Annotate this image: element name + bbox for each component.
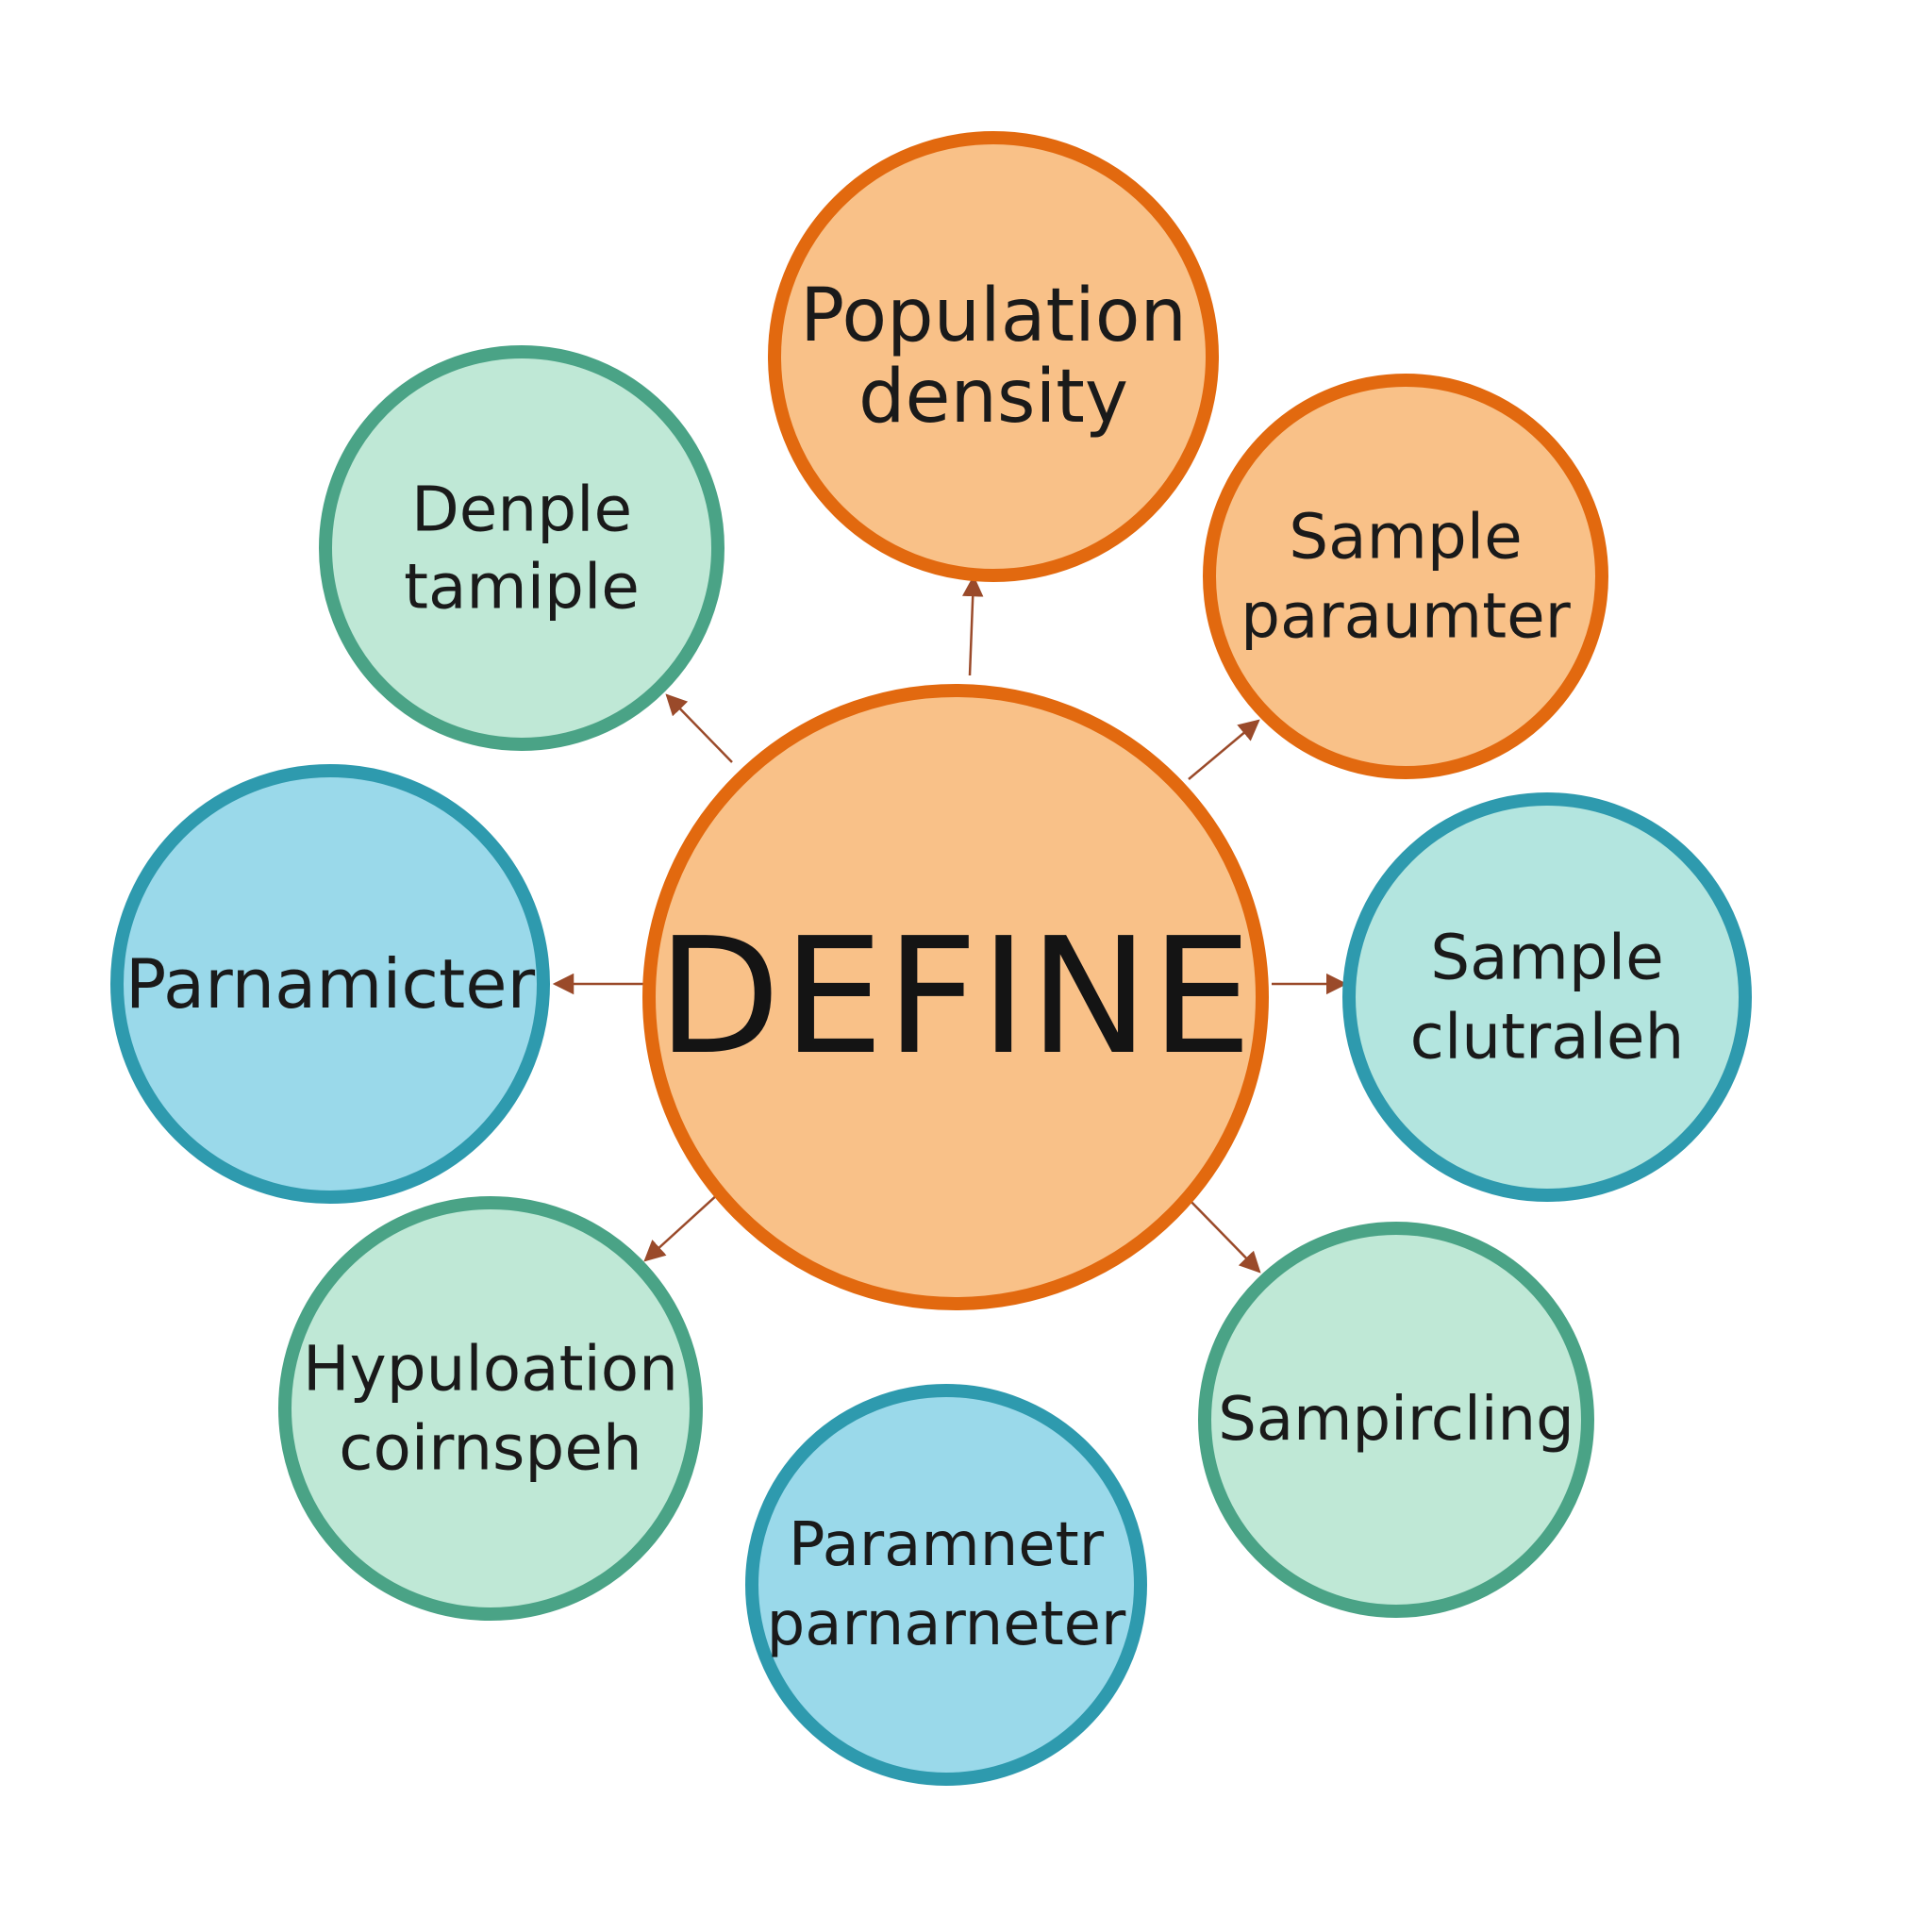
node-circle — [278, 1196, 703, 1621]
node-label-line: paraumter — [1241, 580, 1572, 653]
arrow-to-denple-tamiple — [665, 693, 733, 763]
center-node: DEFINE — [642, 684, 1269, 1310]
center-circle — [642, 684, 1269, 1310]
node-circle — [768, 131, 1219, 582]
node-sampircling: Sampircling — [1198, 1222, 1594, 1618]
center-label: DEFINE — [658, 904, 1255, 1091]
node-label-line: Denple — [411, 474, 632, 546]
node-circle — [1342, 792, 1752, 1202]
node-parnamicter: Parnamicter — [110, 764, 550, 1204]
node-circle — [319, 345, 724, 751]
node-label-line: Sample — [1289, 501, 1522, 574]
node-label-line: Parnamicter — [125, 944, 536, 1024]
node-circle — [745, 1384, 1147, 1786]
node-paramnetr-parnarneter: Paramnetr parnarneter — [745, 1384, 1147, 1786]
node-label-line: Paramnetr — [789, 1510, 1105, 1580]
node-label-line: Population — [800, 274, 1187, 358]
node-label-line: coirnspeh — [339, 1412, 642, 1485]
arrow-to-sample-paraumter — [1188, 719, 1260, 780]
arrow-to-hypuloation-coirnspeh — [643, 1192, 720, 1262]
node-label-line: Sample — [1430, 922, 1663, 994]
node-label-line: Sampircling — [1218, 1385, 1574, 1455]
node-circle — [1203, 374, 1608, 779]
node-circle — [1198, 1222, 1594, 1618]
connector-layer — [552, 575, 1348, 1274]
node-label-line: tamiple — [404, 551, 640, 624]
node-label-line: density — [858, 355, 1128, 440]
node-label-line: clutraleh — [1410, 1001, 1685, 1074]
node-label-line: Hypuloation — [303, 1333, 678, 1406]
arrow-to-sampircling — [1185, 1195, 1261, 1274]
node-layer: PopulationdensityDenpletamipleSamplepara… — [110, 131, 1752, 1786]
node-label-line: parnarneter — [767, 1590, 1126, 1659]
node-circle — [110, 764, 550, 1204]
arrow-to-population-density — [961, 575, 984, 676]
